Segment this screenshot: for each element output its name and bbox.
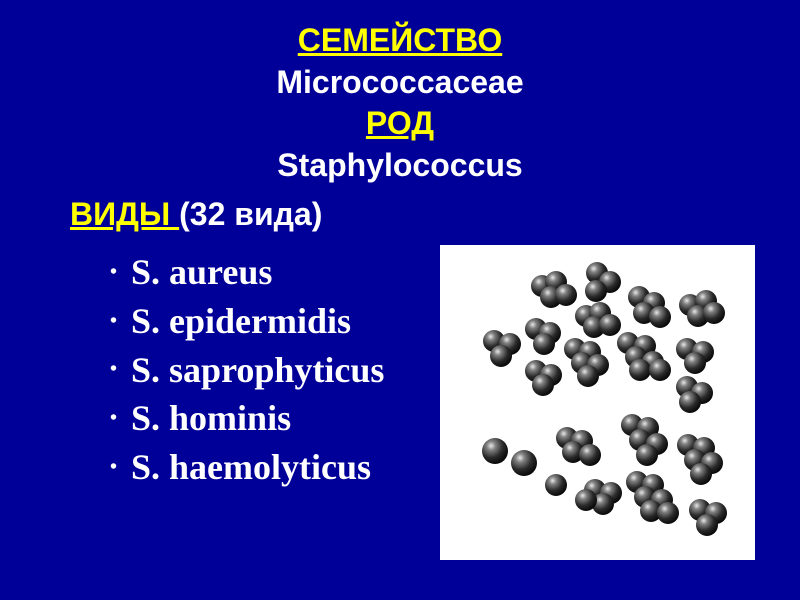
bullet-icon: • <box>110 356 117 383</box>
species-label: ВИДЫ <box>70 196 179 232</box>
list-item-label: S. epidermidis <box>131 297 351 346</box>
list-item-label: S. aureus <box>131 248 272 297</box>
bullet-icon: • <box>110 454 117 481</box>
cocci-image <box>440 245 755 560</box>
bullet-icon: • <box>110 259 117 286</box>
list-item-label: S. haemolyticus <box>131 443 371 492</box>
cocci-svg <box>440 245 755 560</box>
species-heading: ВИДЫ (32 вида) <box>70 196 800 233</box>
bullet-icon: • <box>110 308 117 335</box>
family-label: СЕМЕЙСТВО <box>0 20 800 62</box>
genus-label: РОД <box>0 103 800 145</box>
genus-value: Staphylococcus <box>0 145 800 187</box>
header-block: СЕМЕЙСТВО Micrococcaceae РОД Staphylococ… <box>0 0 800 186</box>
family-value: Micrococcaceae <box>0 62 800 104</box>
list-item-label: S. saprophyticus <box>131 346 384 395</box>
bullet-icon: • <box>110 405 117 432</box>
species-count: (32 вида) <box>179 196 322 232</box>
list-item-label: S. hominis <box>131 394 291 443</box>
